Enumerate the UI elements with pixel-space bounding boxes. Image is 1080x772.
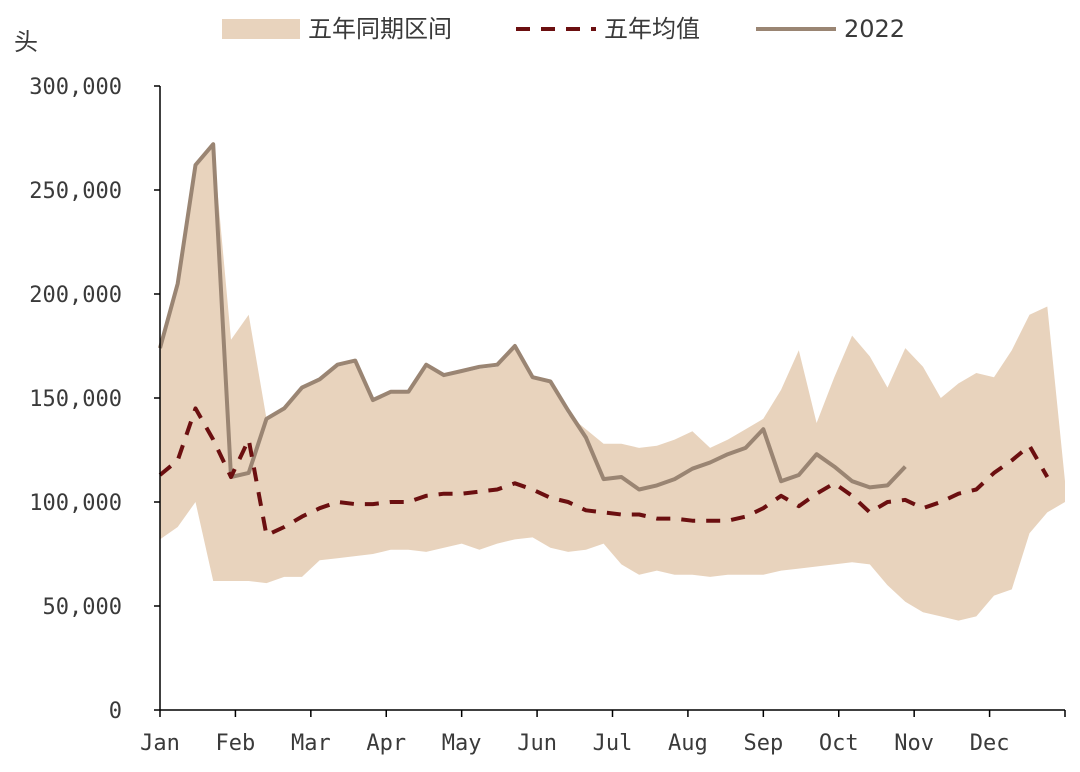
x-tick-label: Jun xyxy=(517,731,557,756)
y-tick-label: 200,000 xyxy=(29,283,122,308)
legend: 五年同期区间 五年均值 2022 xyxy=(222,15,905,43)
x-tick-label: Sep xyxy=(743,731,783,756)
series-band-area xyxy=(160,144,1065,621)
legend-label-band: 五年同期区间 xyxy=(308,15,452,43)
x-tick-label: Feb xyxy=(216,731,256,756)
y-tick-label: 300,000 xyxy=(29,75,122,100)
y-tick-label: 50,000 xyxy=(43,595,122,620)
y-tick-label: 150,000 xyxy=(29,387,122,412)
axes: 0 50,000 100,000 150,000 200,000 250,000 300,0… xyxy=(29,75,1066,756)
x-tick-label: May xyxy=(442,731,482,756)
series-2022-line xyxy=(158,142,907,492)
x-tick-label: Jul xyxy=(593,731,633,756)
x-tick-label: Oct xyxy=(819,731,859,756)
y-unit-label: 头 xyxy=(14,28,38,56)
x-tick-label: Dec xyxy=(970,731,1010,756)
x-tick-label: Mar xyxy=(291,731,331,756)
y-tick-label: 100,000 xyxy=(29,491,122,516)
legend-label-avg: 五年均值 xyxy=(604,15,700,43)
x-tick-label: Nov xyxy=(894,731,934,756)
x-tick-label: Apr xyxy=(366,731,406,756)
x-tick-label: Aug xyxy=(668,731,708,756)
legend-swatch-band xyxy=(222,19,300,39)
y-tick-label: 250,000 xyxy=(29,179,122,204)
x-tick-label: Jan xyxy=(140,731,180,756)
legend-label-2022: 2022 xyxy=(844,15,905,43)
plot-area xyxy=(158,142,1065,621)
y-tick-label: 0 xyxy=(109,699,122,724)
